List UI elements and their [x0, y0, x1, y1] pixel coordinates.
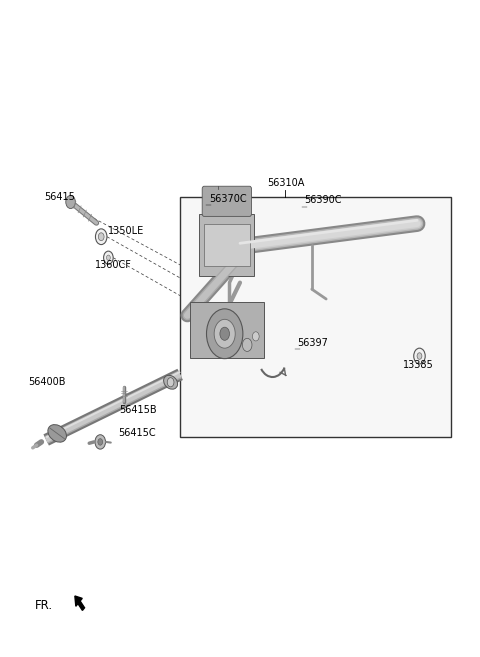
- Bar: [180, 197, 451, 437]
- Circle shape: [206, 309, 243, 359]
- Text: 56310A: 56310A: [267, 177, 304, 187]
- Bar: [199, 214, 254, 276]
- Circle shape: [220, 327, 229, 340]
- Text: 56390C: 56390C: [305, 195, 342, 205]
- Text: 56415C: 56415C: [118, 428, 156, 438]
- Circle shape: [96, 229, 107, 244]
- Text: 56415B: 56415B: [120, 405, 157, 415]
- FancyBboxPatch shape: [202, 186, 252, 216]
- Circle shape: [95, 435, 106, 449]
- Circle shape: [417, 353, 422, 359]
- FancyArrow shape: [75, 596, 84, 610]
- Circle shape: [242, 338, 252, 351]
- Circle shape: [414, 348, 425, 364]
- Circle shape: [107, 255, 110, 260]
- Circle shape: [252, 332, 259, 341]
- Ellipse shape: [164, 375, 178, 389]
- Circle shape: [98, 233, 104, 240]
- Text: FR.: FR.: [35, 599, 53, 612]
- Circle shape: [98, 439, 103, 445]
- Bar: [190, 302, 264, 358]
- Circle shape: [66, 195, 75, 208]
- Ellipse shape: [48, 424, 66, 442]
- Text: 1360CF: 1360CF: [95, 260, 132, 270]
- Text: 56415: 56415: [44, 193, 75, 202]
- Circle shape: [167, 378, 174, 387]
- Text: 56370C: 56370C: [209, 194, 247, 204]
- Text: 13385: 13385: [403, 359, 433, 369]
- Text: 56397: 56397: [298, 338, 328, 348]
- Circle shape: [104, 251, 113, 264]
- Circle shape: [214, 319, 235, 348]
- Bar: [204, 223, 250, 266]
- Text: 56400B: 56400B: [28, 377, 66, 387]
- Text: 1350LE: 1350LE: [108, 227, 144, 237]
